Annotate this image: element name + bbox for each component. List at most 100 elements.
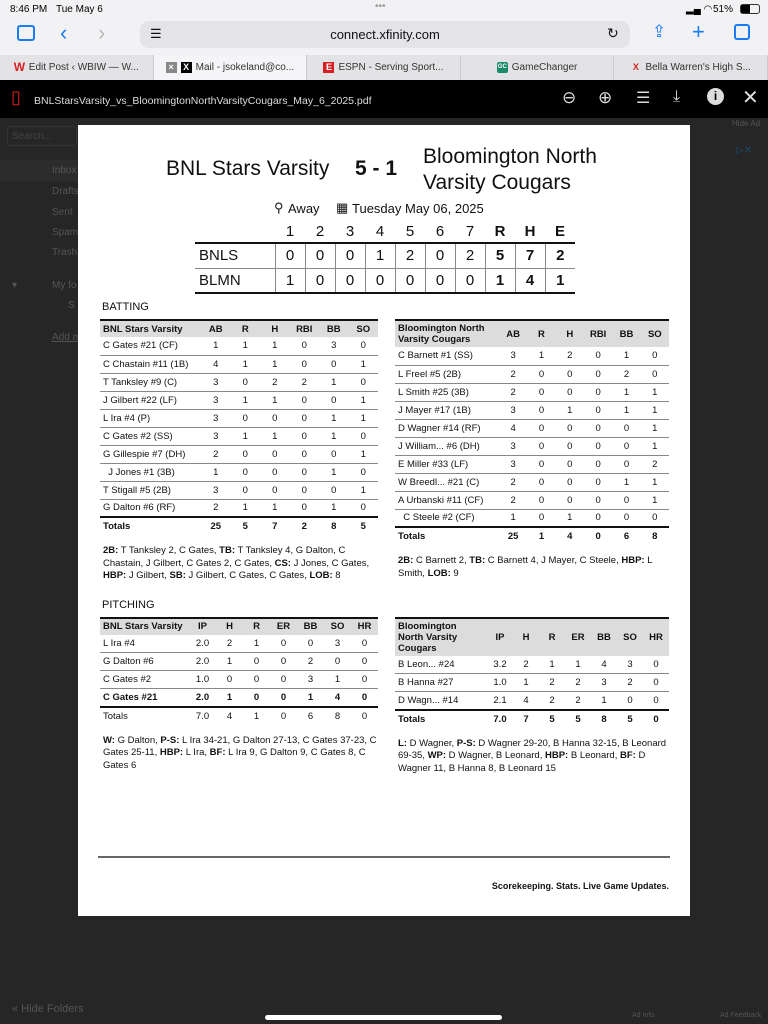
- player-name: L Ira #4: [100, 634, 189, 653]
- stat-cell: 2: [289, 373, 319, 392]
- menu-icon[interactable]: ☰: [636, 90, 651, 107]
- total-cell: 5: [549, 713, 555, 725]
- table-row: J Jones #1 (3B) 1 0 0 0 1 0: [100, 463, 378, 482]
- table-header-row: BNL Stars Varsity AB R H RBI BB SO: [100, 319, 378, 337]
- inning-score: 1: [274, 268, 305, 294]
- total-cell: 5: [575, 713, 581, 725]
- sidebar-toggle-icon[interactable]: [17, 25, 35, 41]
- back-icon[interactable]: ‹: [60, 20, 68, 45]
- total-cell: 25: [210, 521, 222, 532]
- stat-cell: 0: [555, 473, 584, 492]
- page-menu-icon[interactable]: ☰: [150, 26, 162, 41]
- url-text[interactable]: connect.xfinity.com: [330, 27, 440, 42]
- ad-feedback-link[interactable]: Ad Feedback: [720, 1012, 762, 1019]
- note-text: L Smith,: [398, 555, 653, 579]
- folder-trash[interactable]: Trash: [52, 247, 78, 258]
- mail-search-input[interactable]: Search...: [7, 126, 77, 146]
- stat-cell: 0: [583, 383, 613, 402]
- hide-folders-button[interactable]: « Hide Folders: [12, 1003, 84, 1015]
- team-column-header: Bloomington North Varsity Cougars: [395, 319, 499, 347]
- inning-score: 0: [454, 268, 485, 294]
- stat-cell: 0: [643, 673, 669, 692]
- table-row: L Freel #5 (2B) 2 0 0 0 2 0: [395, 365, 669, 384]
- stat-cell: 2: [201, 445, 231, 464]
- table-row: L Ira #4 (P) 3 0 0 0 1 1: [100, 409, 378, 428]
- stat-cell: 1: [612, 383, 641, 402]
- stat-cell: 1: [230, 337, 260, 356]
- total-cell: 4: [567, 531, 573, 542]
- folder-sub[interactable]: S: [68, 300, 75, 311]
- stat-cell: 0: [230, 463, 260, 482]
- stat-cell: 0: [527, 383, 556, 402]
- ad-info-link[interactable]: Ad Info: [632, 1012, 655, 1019]
- home-indicator[interactable]: [265, 1015, 502, 1020]
- share-icon[interactable]: ⇪: [652, 22, 667, 41]
- column-header: ER: [565, 616, 591, 656]
- table-row: C Gates #21 (CF) 1 1 1 0 3 0: [100, 337, 378, 356]
- total-cell: 8: [334, 710, 341, 722]
- new-tab-icon[interactable]: +: [692, 19, 705, 44]
- table-row: J William... #6 (DH) 3 0 0 0 0 1: [395, 437, 669, 456]
- address-bar[interactable]: ☰ connect.xfinity.com ↻: [140, 21, 630, 48]
- close-tab-icon[interactable]: ×: [165, 62, 177, 73]
- column-header: SO: [348, 319, 378, 337]
- stat-cell: 0: [270, 688, 297, 708]
- folder-my-folders[interactable]: My fo: [52, 280, 77, 291]
- stat-cell: 0: [289, 427, 319, 446]
- column-header: H: [260, 319, 290, 337]
- zoom-in-icon[interactable]: ⊕: [598, 88, 613, 107]
- team-column-header: BNL Stars Varsity: [100, 616, 189, 635]
- zoom-out-icon[interactable]: ⊖: [562, 88, 577, 107]
- tab-espn[interactable]: E ESPN - Serving Sport...: [307, 55, 461, 80]
- stat-cell: 0: [583, 347, 613, 366]
- note-text: D Wagner 11, B Hanna 8, B Leonard 15: [398, 750, 646, 774]
- reload-icon[interactable]: ↻: [607, 25, 619, 41]
- multitask-dots-icon[interactable]: •••: [375, 1, 386, 12]
- folder-drafts[interactable]: Drafts: [52, 186, 79, 197]
- stat-cell: 2: [499, 383, 528, 402]
- stat-cell: 2: [297, 652, 324, 671]
- total-cell: 6: [623, 531, 630, 542]
- tab-gamechanger[interactable]: GC GameChanger: [461, 55, 615, 80]
- totals-row: Totals 7.0 7 5 5 8 5 0: [395, 710, 669, 728]
- stat-cell: 0: [555, 491, 584, 510]
- calendar-icon: ▦: [336, 200, 349, 215]
- folder-sent[interactable]: Sent: [52, 207, 73, 218]
- stat-cell: 1: [555, 401, 584, 420]
- pitching-table-home: BNL Stars Varsity IP H R ER BB SO HR L Ira #4 2.0…: [100, 616, 378, 725]
- tab-bella-warren[interactable]: X Bella Warren's High S...: [614, 55, 768, 80]
- batting-notes-away: 2B: C Barnett 2, TB: C Barnett 4, J Maye…: [395, 555, 669, 580]
- player-name: B Leon... #24: [395, 655, 487, 674]
- tab-mail[interactable]: × X Mail - jsokeland@co...: [153, 55, 308, 80]
- totals-row: Totals 25 5 7 2 8 5: [100, 517, 378, 535]
- hide-ad-link[interactable]: Hide Ad: [732, 119, 761, 128]
- add-mail-link[interactable]: Add m: [52, 332, 81, 343]
- total-cell: 7.0: [195, 710, 210, 722]
- pdf-filename: BNLStarsVarsity_vs_BloomingtonNorthVarsi…: [34, 95, 372, 107]
- tabs-overview-icon[interactable]: [734, 24, 750, 40]
- info-icon[interactable]: i: [707, 88, 724, 105]
- stat-cell: 1: [297, 688, 324, 708]
- total-cell: 5: [360, 521, 366, 532]
- tab-wbiw[interactable]: W Edit Post ‹ WBIW — W...: [0, 55, 154, 80]
- player-name: C Steele #2 (CF): [395, 509, 499, 528]
- team-header-cell: [195, 221, 275, 243]
- column-header: H: [216, 616, 243, 635]
- stat-cell: 3: [201, 481, 231, 500]
- inning-score: 1: [484, 268, 515, 294]
- ad-choices-icon[interactable]: ▷✕: [736, 145, 753, 156]
- total-cell: 7: [272, 521, 278, 532]
- folder-spam[interactable]: Spam: [52, 227, 79, 238]
- stat-cell: 1: [324, 670, 351, 689]
- close-icon[interactable]: ✕: [742, 87, 759, 109]
- collapse-icon[interactable]: ▾: [12, 280, 18, 291]
- forward-icon[interactable]: ›: [98, 20, 106, 45]
- stat-cell: 3: [201, 373, 231, 392]
- stat-cell: 0: [289, 445, 319, 464]
- download-icon[interactable]: ⤓: [673, 88, 681, 105]
- total-cell: 0: [653, 713, 659, 725]
- stats-section: BATTING BNL Stars Varsity AB R H RBI BB SO C Ga…: [100, 301, 669, 775]
- footer-tagline: Scorekeeping. Stats. Live Game Updates.: [491, 881, 669, 891]
- folder-inbox[interactable]: Inbox: [52, 165, 77, 176]
- home-team-name: BNL Stars Varsity: [166, 157, 330, 180]
